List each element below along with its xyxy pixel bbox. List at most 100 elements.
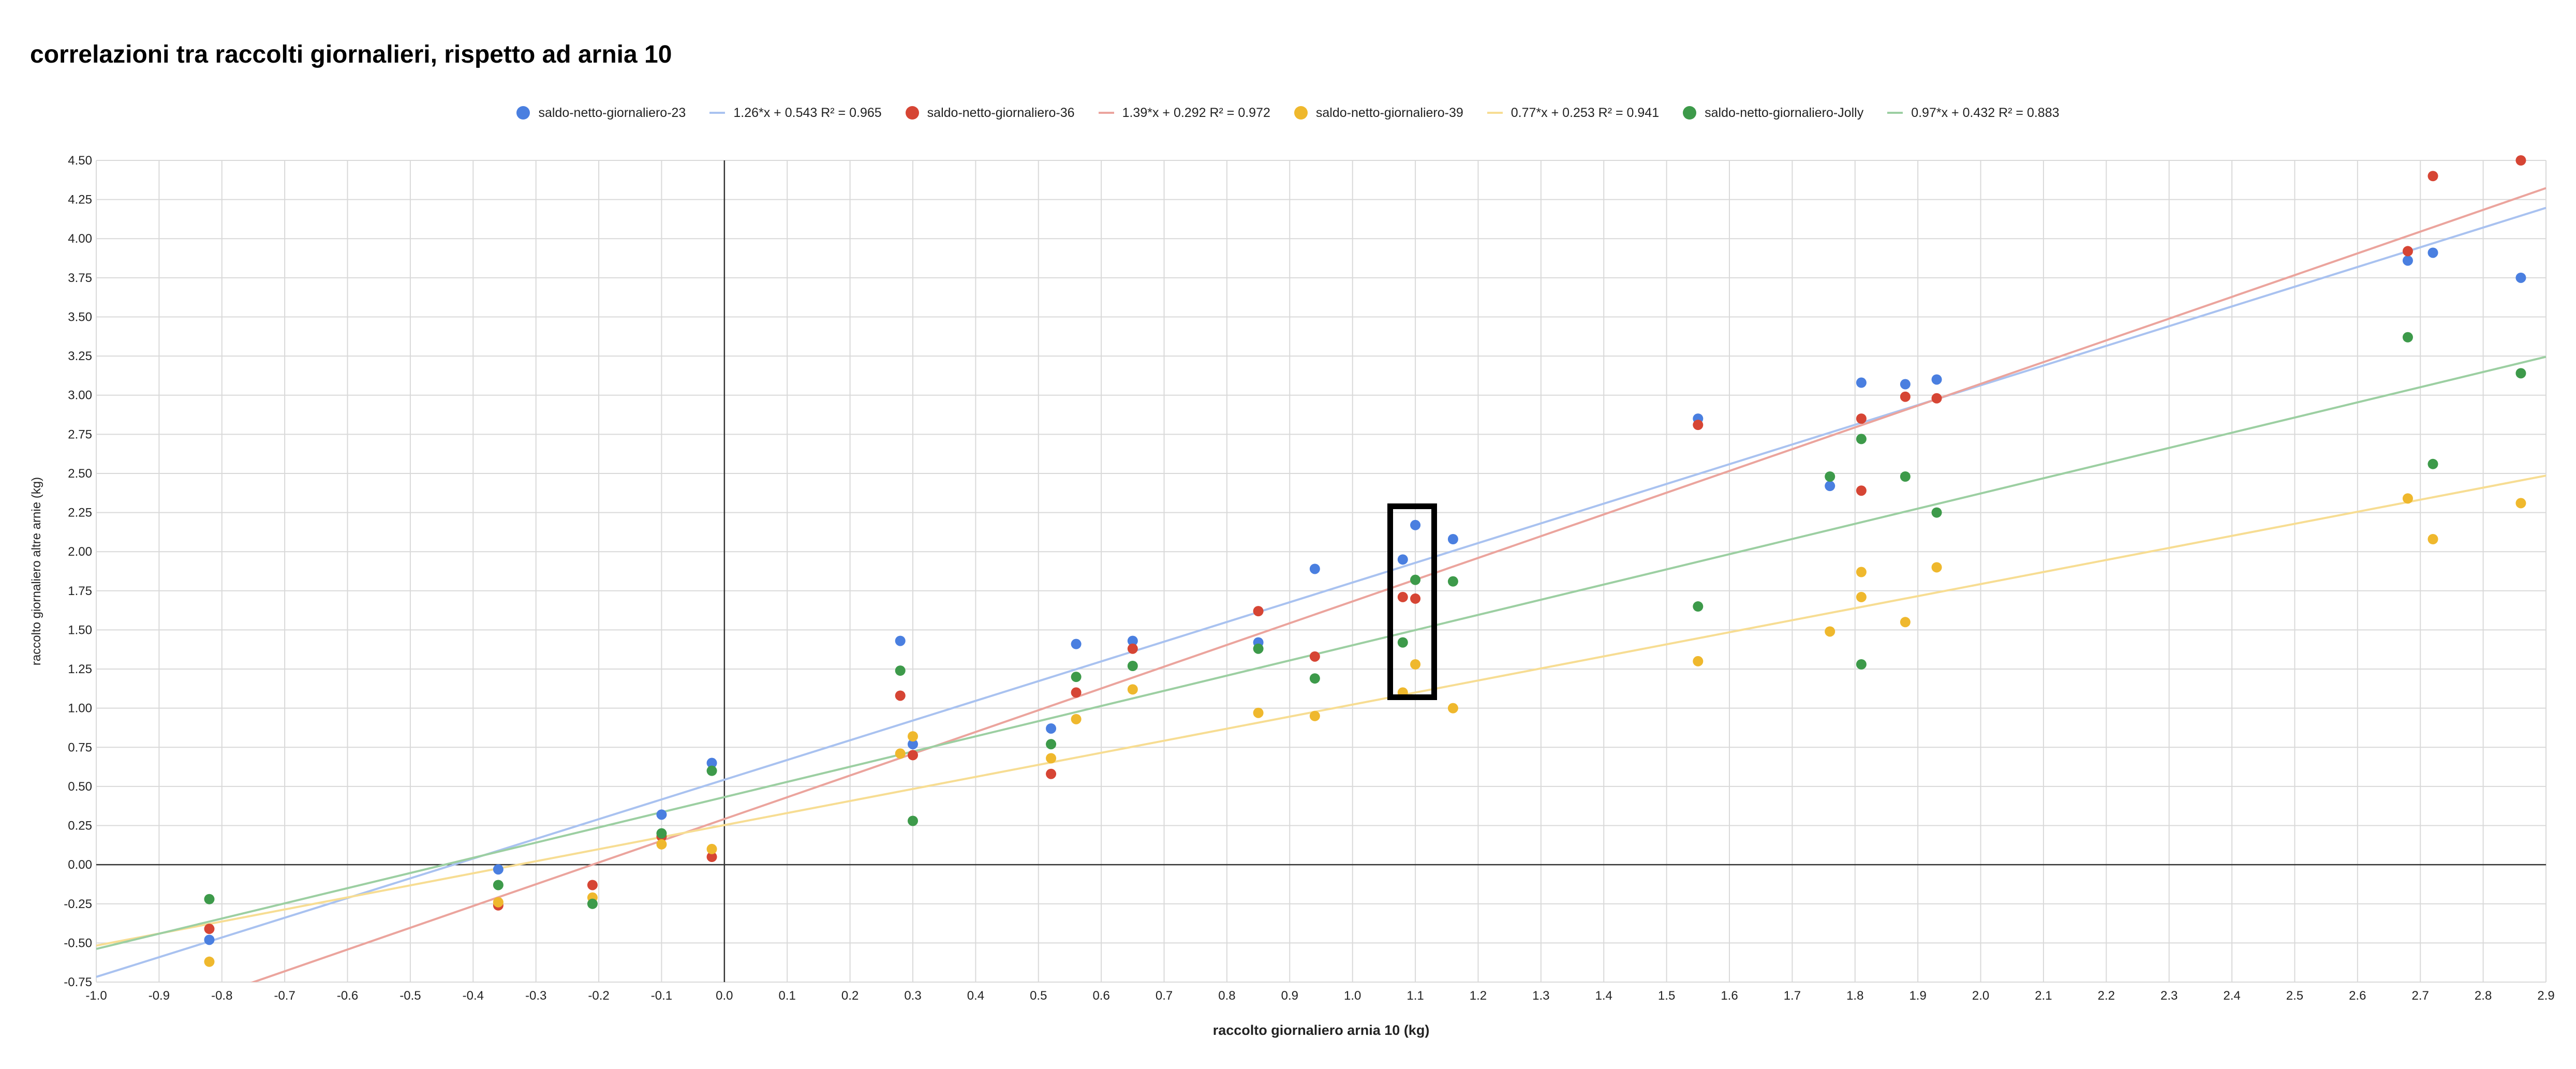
y-tick-label: 1.25 (68, 662, 92, 676)
x-tick-label: 1.1 (1407, 989, 1424, 1003)
data-point (1410, 519, 1421, 530)
data-point (895, 690, 906, 701)
x-tick-label: -0.9 (149, 989, 170, 1003)
data-point (2515, 368, 2526, 379)
legend-item[interactable]: saldo-netto-giornaliero-Jolly (1683, 106, 1863, 121)
legend-item[interactable]: 1.39*x + 0.292 R² = 0.972 (1098, 105, 1270, 121)
data-point (1825, 471, 1835, 482)
y-tick-label: 0.50 (68, 780, 92, 794)
data-point (895, 748, 906, 759)
data-point (1071, 714, 1082, 724)
legend-line-swatch (1487, 112, 1503, 114)
x-tick-label: 1.8 (1846, 989, 1863, 1003)
data-point (1856, 567, 1867, 577)
legend-item[interactable]: saldo-netto-giornaliero-39 (1294, 106, 1463, 121)
data-point (1046, 723, 1057, 734)
y-axis-label: raccolto giornaliero altre arnie (kg) (29, 477, 43, 665)
x-tick-label: 1.7 (1784, 989, 1801, 1003)
data-point (1856, 659, 1867, 670)
legend-item[interactable]: 0.97*x + 0.432 R² = 0.883 (1887, 106, 2060, 121)
x-tick-label: 0.2 (841, 989, 858, 1003)
data-point (1253, 707, 1264, 718)
data-point (1127, 635, 1138, 646)
trendline-3 (250, 187, 2546, 982)
legend-line-swatch (709, 112, 726, 114)
legend-line-swatch (1887, 112, 1903, 114)
chart-legend: saldo-netto-giornaliero-23 1.26*x + 0.543… (0, 102, 2576, 123)
y-tick-label: 3.00 (68, 389, 92, 403)
data-point (493, 880, 504, 890)
data-point (1900, 391, 1911, 402)
data-point (1856, 413, 1867, 424)
data-point (1447, 703, 1458, 714)
data-point (1309, 673, 1320, 684)
x-axis-label: raccolto giornaliero arnia 10 (kg) (1213, 1022, 1430, 1038)
x-tick-label: 2.7 (2412, 989, 2429, 1003)
data-point (1447, 576, 1458, 587)
legend-dot-swatch (1294, 106, 1308, 120)
legend-dot-swatch (905, 106, 919, 120)
y-tick-label: 3.75 (68, 271, 92, 285)
y-tick-label: -0.50 (64, 936, 92, 950)
x-tick-label: 1.5 (1658, 989, 1675, 1003)
legend-item[interactable]: 1.26*x + 0.543 R² = 0.965 (709, 105, 882, 121)
data-point (2402, 246, 2413, 257)
x-tick-label: -0.1 (651, 989, 672, 1003)
legend-label: saldo-netto-giornaliero-Jolly (1705, 105, 1864, 120)
trendline-1 (96, 206, 2546, 978)
y-tick-label: 0.25 (68, 819, 92, 833)
y-tick-label: -0.75 (64, 975, 92, 989)
data-point (656, 828, 667, 839)
data-point (1825, 481, 1835, 492)
data-point (1071, 639, 1082, 649)
legend-label: saldo-netto-giornaliero-39 (1315, 105, 1463, 120)
data-point (706, 765, 717, 776)
data-point (1693, 601, 1704, 612)
data-point (2402, 493, 2413, 504)
data-point (908, 731, 918, 742)
y-tick-label: 4.25 (68, 193, 92, 207)
data-point (1825, 626, 1835, 637)
y-tick-label: 3.50 (68, 310, 92, 324)
x-tick-label: -1.0 (85, 989, 107, 1003)
y-tick-label: 2.75 (68, 427, 92, 441)
data-point (1309, 563, 1320, 574)
data-point (587, 898, 598, 909)
data-point (1309, 651, 1320, 662)
data-point (706, 758, 717, 768)
x-tick-label: 2.0 (1972, 989, 1989, 1003)
x-tick-label: 1.2 (1470, 989, 1487, 1003)
data-point (204, 934, 215, 945)
data-point (1397, 591, 1408, 602)
x-tick-label: 2.5 (2286, 989, 2303, 1003)
data-point (204, 924, 215, 934)
legend-label: 1.39*x + 0.292 R² = 0.972 (1122, 105, 1270, 120)
data-point (1900, 471, 1911, 482)
data-point (1127, 660, 1138, 671)
data-point (1410, 574, 1421, 585)
legend-dot-swatch (516, 106, 530, 120)
y-tick-label: 1.75 (68, 584, 92, 598)
y-tick-label: 3.25 (68, 349, 92, 363)
data-point (1447, 533, 1458, 544)
legend-label: 1.26*x + 0.543 R² = 0.965 (733, 105, 882, 120)
legend-label: saldo-netto-giornaliero-36 (927, 105, 1075, 120)
series-4-points (204, 493, 2526, 967)
data-point (2515, 155, 2526, 166)
data-point (1309, 710, 1320, 721)
data-point (1410, 593, 1421, 604)
x-tick-label: 2.3 (2160, 989, 2178, 1003)
x-tick-label: 0.7 (1156, 989, 1173, 1003)
legend-item[interactable]: saldo-netto-giornaliero-36 (905, 105, 1075, 121)
x-tick-label: 2.9 (2537, 989, 2554, 1003)
y-tick-label: 2.50 (68, 467, 92, 481)
legend-label: 0.77*x + 0.253 R² = 0.941 (1511, 105, 1660, 120)
legend-item[interactable]: saldo-netto-giornaliero-23 (516, 106, 686, 121)
x-tick-label: 0.1 (779, 989, 796, 1003)
x-tick-label: 0.6 (1092, 989, 1109, 1003)
legend-item[interactable]: 0.77*x + 0.253 R² = 0.941 (1487, 106, 1659, 121)
data-point (1046, 739, 1057, 750)
x-tick-label: 0.4 (967, 989, 984, 1003)
x-tick-label: -0.4 (463, 989, 484, 1003)
data-point (2402, 255, 2413, 266)
